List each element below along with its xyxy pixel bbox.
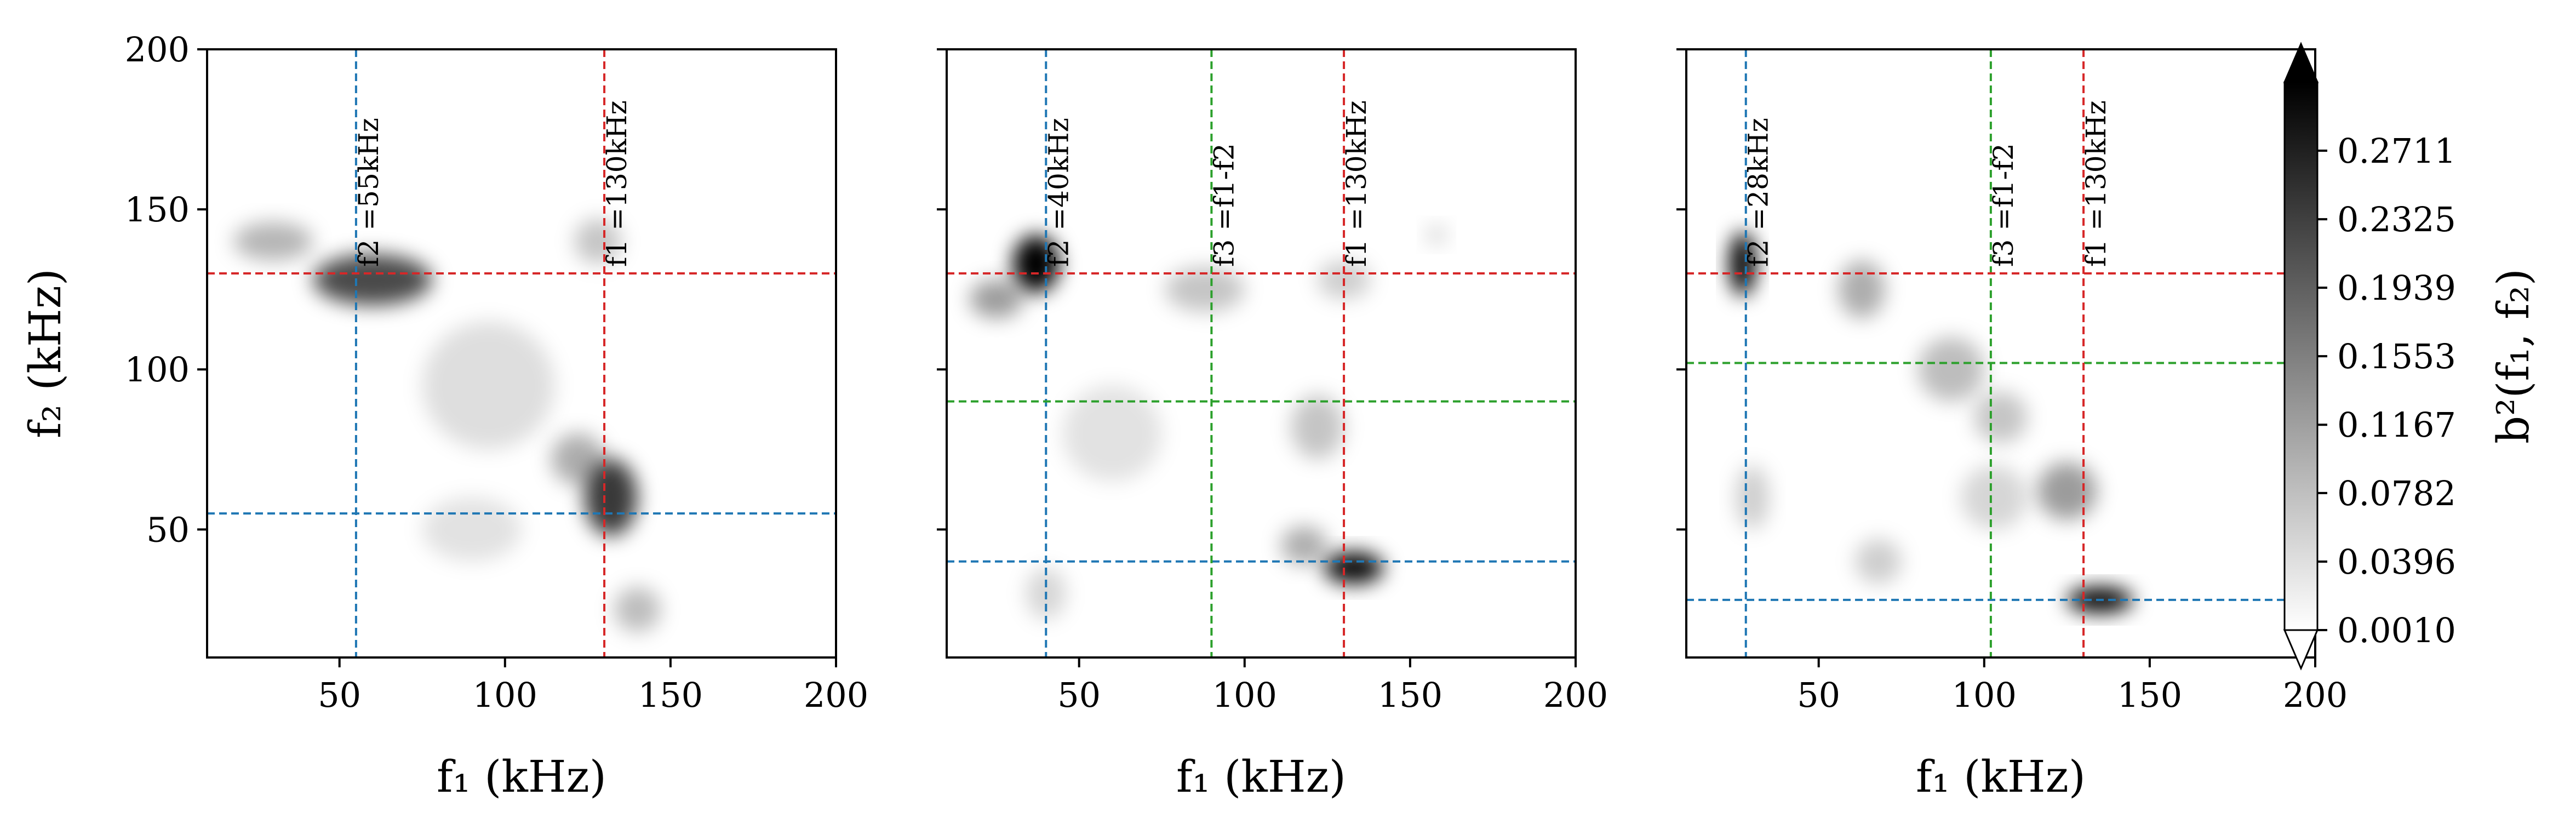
heatmap-peak-4	[1917, 337, 1984, 402]
heatmap-peak-4	[551, 433, 605, 485]
x-tick-label: 200	[1543, 675, 1608, 715]
heatmap-peak-9	[1961, 465, 2028, 530]
x-tick-label: 100	[1212, 675, 1277, 715]
y-tick-label: 100	[125, 350, 190, 390]
line-label-f2: f2 =28kHz	[1743, 118, 1774, 267]
x-tick-label: 50	[1797, 675, 1840, 715]
colorbar-tick-label: 0.2325	[2337, 199, 2456, 239]
panel-2: f2 =40kHz f3 =f1-f2 f1 =130kHz 50 100 150 200 f…	[937, 48, 1608, 802]
line-label-f2: f2 =55kHz	[353, 118, 385, 267]
x-tick-label: 100	[473, 675, 537, 715]
heatmap-peak-6	[1974, 392, 2028, 443]
colorbar-gradient	[2285, 82, 2317, 630]
x-tick-label: 200	[2283, 675, 2348, 715]
line-label-f1: f1 =130kHz	[601, 100, 633, 267]
panel-3: f2 =28kHz f3 =f1-f2 f1 =130kHz 50 100 150 200 f…	[1676, 48, 2348, 802]
heatmap-peak-1	[313, 254, 432, 306]
line-label-f1: f1 =130kHz	[1341, 100, 1372, 267]
line-label-f2: f2 =40kHz	[1043, 118, 1074, 267]
heatmap-peak-7	[1855, 539, 1902, 584]
heatmap-peak-8	[1736, 465, 1770, 530]
colorbar-tick-label: 0.2711	[2337, 131, 2456, 171]
heatmap	[1729, 232, 2133, 613]
axes-frame	[946, 48, 1577, 659]
y-tick-label: 200	[125, 30, 190, 70]
x-tick-label: 50	[318, 675, 361, 715]
heatmap	[970, 225, 1447, 619]
heatmap-peak-2	[970, 279, 1023, 318]
colorbar-tick-label: 0.1553	[2337, 336, 2456, 376]
colorbar-label: b²(f₁, f₂)	[2488, 268, 2539, 444]
heatmap-peak-1	[1729, 232, 1756, 296]
x-tick-label: 200	[804, 675, 868, 715]
heatmap-peak-5	[2037, 462, 2097, 520]
x-tick-label: 50	[1057, 675, 1101, 715]
heatmap-peak-3	[1838, 260, 1885, 318]
colorbar-tick-label: 0.1167	[2337, 405, 2456, 445]
line-label-f3: f3 =f1-f2	[1988, 143, 2019, 267]
heatmap-peak-5	[614, 587, 661, 632]
heatmap-peak-1	[1012, 235, 1060, 293]
colorbar: 0.0010 0.0396 0.0782 0.1167 0.1553 0.1939 0.23…	[2283, 42, 2539, 671]
x-axis-label: f₁ (kHz)	[437, 751, 606, 802]
heatmap-peak-6	[1291, 394, 1344, 459]
panel-1: f2 =55kHz f1 =130kHz 50 100 150 200 50 100 150 20…	[20, 30, 868, 802]
x-tick-label: 150	[1378, 675, 1442, 715]
colorbar-tick-label: 0.0010	[2337, 610, 2456, 650]
line-label-f1: f1 =130kHz	[2080, 100, 2112, 267]
heatmap	[233, 219, 661, 632]
heatmap-peak-4	[1281, 526, 1327, 565]
heatmap-peak-8	[1427, 225, 1447, 245]
y-tick-label: 50	[146, 510, 190, 550]
x-tick-label: 150	[2117, 675, 2182, 715]
heatmap-peak-10	[1062, 385, 1162, 482]
y-axis-label: f₂ (kHz)	[20, 268, 71, 438]
colorbar-tick-label: 0.0782	[2337, 473, 2456, 513]
x-axis-label: f₁ (kHz)	[1176, 751, 1346, 802]
plot-area	[947, 49, 1576, 657]
plot-area	[1686, 49, 2315, 657]
colorbar-tick-label: 0.1939	[2337, 268, 2456, 308]
heatmap-peak-5	[1165, 267, 1245, 312]
heatmap-peak-3	[584, 459, 638, 536]
x-axis-label: f₁ (kHz)	[1916, 751, 2086, 802]
heatmap-peak-3	[1324, 552, 1384, 584]
axes-frame	[206, 48, 837, 659]
heatmap-peak-7	[422, 321, 555, 450]
heatmap-peak-2	[233, 222, 313, 261]
colorbar-tick-label: 0.0396	[2337, 542, 2456, 582]
heatmap-peak-6	[574, 219, 621, 264]
x-tick-label: 100	[1952, 675, 2017, 715]
x-tick-label: 150	[638, 675, 703, 715]
heatmap-peak-8	[422, 497, 522, 562]
y-tick-label: 150	[125, 190, 190, 230]
line-label-f3: f3 =f1-f2	[1208, 143, 1240, 267]
